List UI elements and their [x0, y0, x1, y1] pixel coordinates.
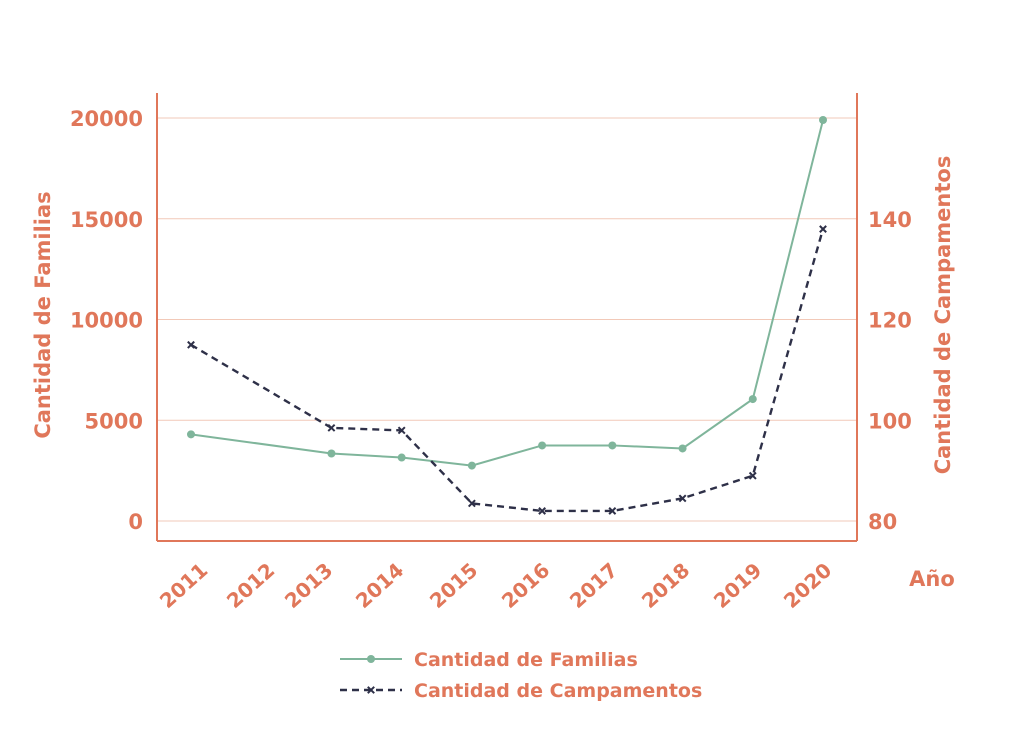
legend-item-campamentos: Cantidad de Campamentos	[340, 680, 702, 702]
legend-marker-familias	[367, 655, 375, 663]
series-line-campamentos	[190, 228, 825, 513]
y-left-tick-label: 5000	[85, 409, 143, 433]
x-tick-label: 2011	[155, 558, 212, 613]
x-tick-label: 2012	[222, 558, 279, 613]
legend-label-familias: Cantidad de Familias	[414, 649, 638, 671]
series-markers	[187, 116, 827, 515]
grid-lines	[157, 117, 857, 522]
data-point-campamentos	[538, 507, 547, 515]
y-right-tick-label: 120	[868, 309, 912, 333]
series-line-familias	[190, 119, 824, 467]
x-tick-label: 2018	[637, 558, 694, 613]
data-point-campamentos	[327, 423, 336, 432]
data-point-familias	[538, 441, 547, 450]
data-point-familias	[678, 444, 687, 453]
x-tick-label: 2020	[779, 558, 836, 613]
legend-item-familias: Cantidad de Familias	[340, 649, 638, 671]
x-tick-label: 2019	[709, 558, 766, 613]
y-right-tick-label: 100	[868, 409, 912, 433]
data-point-campamentos	[678, 494, 687, 503]
y-left-tick-label: 20000	[70, 107, 143, 131]
legend-x-mark	[367, 686, 375, 694]
data-point-campamentos	[819, 225, 827, 233]
data-point-familias	[748, 395, 757, 404]
data-point-campamentos	[187, 340, 195, 349]
legend-label-campamentos: Cantidad de Campamentos	[414, 680, 702, 702]
x-tick-label: 2013	[280, 558, 337, 613]
y-right-tick-label: 140	[868, 208, 912, 232]
data-point-familias	[819, 116, 827, 125]
y-left-tick-label: 10000	[70, 309, 143, 333]
data-point-familias	[467, 461, 476, 470]
data-point-campamentos	[467, 499, 476, 508]
y-left-tick-label: 0	[128, 510, 143, 534]
x-tick-label: 2016	[497, 558, 554, 613]
y-right-tick-label: 80	[868, 510, 897, 534]
x-tick-label: 2015	[425, 558, 482, 613]
x-tick-label: 2014	[351, 558, 408, 613]
data-point-campamentos	[608, 507, 617, 515]
y-axis-left-title: Cantidad de Familias	[31, 191, 55, 438]
data-point-familias	[608, 441, 617, 450]
data-point-campamentos	[397, 426, 406, 435]
y-left-tick-label: 15000	[70, 208, 143, 232]
axes	[156, 93, 858, 542]
legend-marker-campamentos	[367, 686, 375, 694]
legend: Cantidad de Familias Cantidad de Campame…	[340, 649, 702, 702]
y-axis-right-title: Cantidad de Campamentos	[931, 156, 955, 475]
data-point-campamentos	[748, 471, 757, 480]
x-axis-title: Año	[909, 567, 955, 591]
series-lines	[190, 119, 825, 513]
data-point-familias	[397, 453, 406, 462]
x-tick-label: 2017	[565, 558, 622, 613]
data-point-familias	[327, 449, 336, 458]
data-point-familias	[187, 430, 195, 439]
